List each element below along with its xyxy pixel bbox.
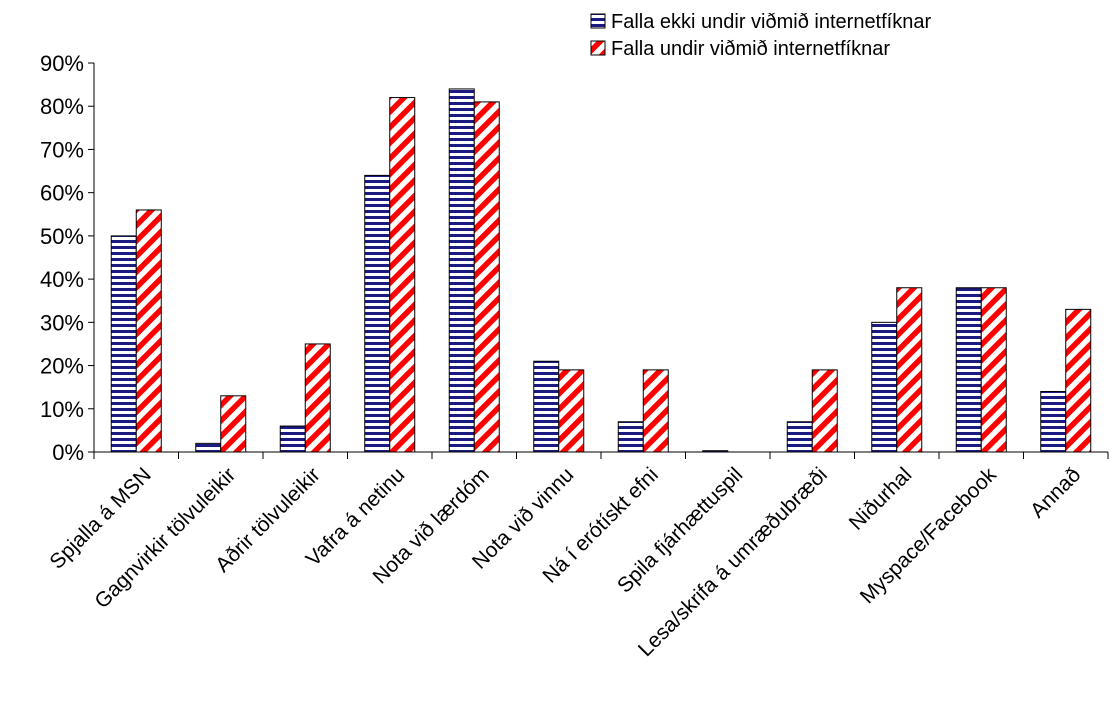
y-tick-label: 40% <box>40 267 84 292</box>
x-category-label: Annað <box>1026 463 1085 522</box>
bar-series-2 <box>642 369 669 453</box>
x-category-label: Niðurhal <box>845 463 917 535</box>
bar-series-2 <box>980 287 1007 453</box>
bar-series-2 <box>558 369 585 453</box>
bar-series-2 <box>1065 308 1092 453</box>
y-axis-ticks: 0% 10% 20% 30% 40% 50% 60% 70% 80% 90% <box>40 51 94 465</box>
legend: Falla ekki undir viðmið internetfíknar Fa… <box>590 11 931 60</box>
y-tick-label: 0% <box>52 440 84 465</box>
legend-label: Falla ekki undir viðmið internetfíknar <box>611 11 931 33</box>
y-tick-label: 60% <box>40 181 84 206</box>
legend-label: Falla undir viðmið internetfíknar <box>611 38 890 60</box>
bar-series-2 <box>304 343 331 453</box>
bar-series-1 <box>871 321 898 453</box>
bar-series-1 <box>448 88 475 453</box>
bar-series-1 <box>955 287 982 453</box>
y-tick-label: 50% <box>40 224 84 249</box>
y-tick-label: 30% <box>40 310 84 335</box>
bar-series-1 <box>1040 390 1067 453</box>
bar-series-1 <box>617 421 644 453</box>
legend-swatch <box>590 40 606 56</box>
bar-series-2 <box>389 97 416 453</box>
bars <box>110 88 1092 453</box>
bar-series-1 <box>533 360 560 453</box>
y-tick-label: 70% <box>40 137 84 162</box>
bar-series-2 <box>896 287 923 453</box>
bar-series-2 <box>473 101 500 453</box>
axes <box>93 63 1109 459</box>
x-category-label: Gagnvirkir tölvuleikir <box>90 463 240 613</box>
bar-series-2 <box>220 395 247 453</box>
bar-series-1 <box>279 425 306 453</box>
bar-series-1 <box>364 174 391 453</box>
legend-swatch <box>590 13 606 29</box>
y-tick-label: 20% <box>40 354 84 379</box>
y-tick-label: 90% <box>40 51 84 76</box>
y-tick-label: 80% <box>40 94 84 119</box>
y-tick-label: 10% <box>40 397 84 422</box>
bar-series-1 <box>786 421 813 453</box>
bar-series-2 <box>135 209 162 453</box>
bar-series-1 <box>110 235 137 453</box>
bar-series-1 <box>195 442 222 453</box>
bar-series-2 <box>811 369 838 453</box>
